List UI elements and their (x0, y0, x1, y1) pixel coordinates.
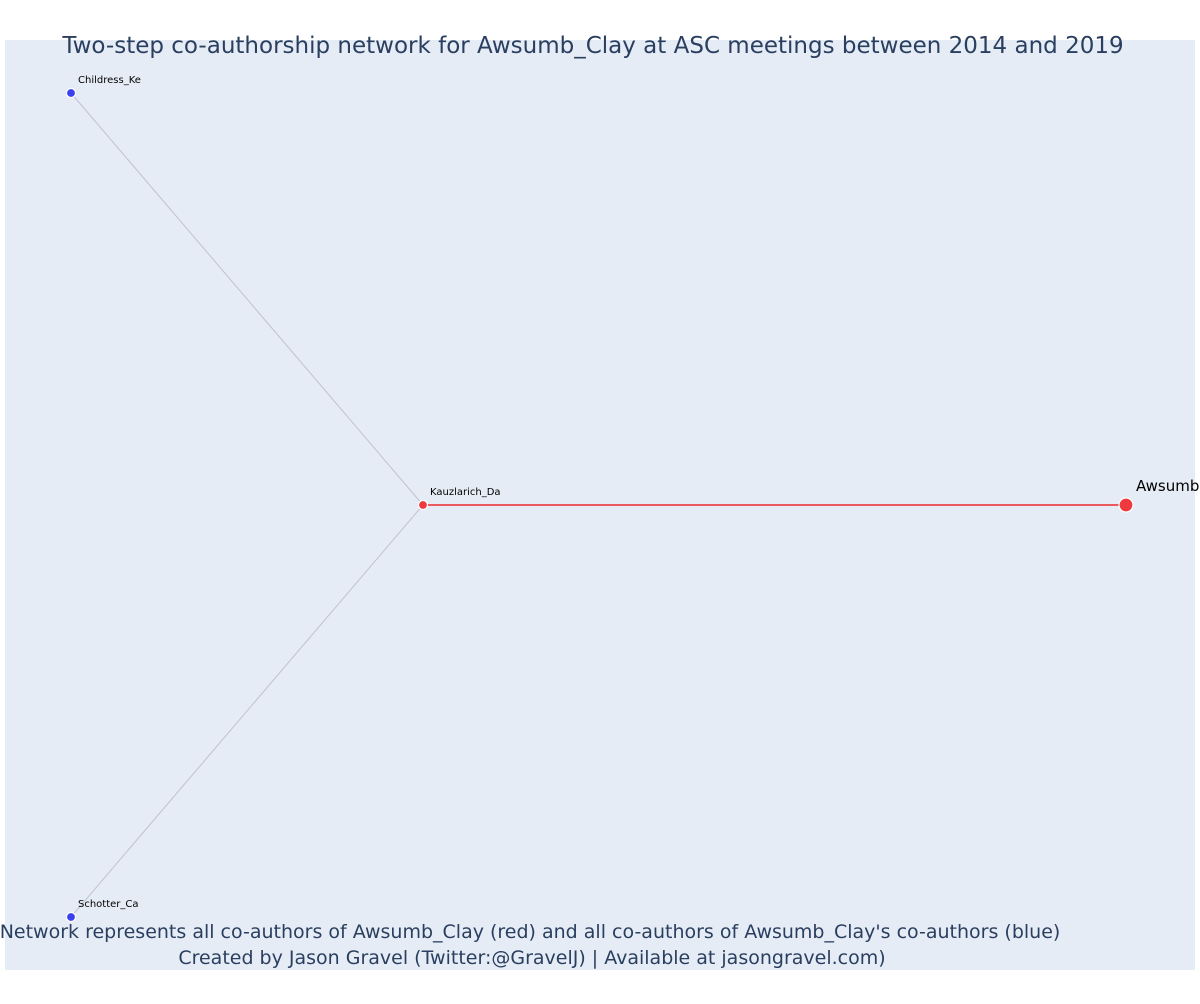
nodes-layer (65, 87, 1134, 923)
node-label-Childress_Ke: Childress_Ke (78, 75, 141, 86)
node-Childress_Ke[interactable] (65, 87, 77, 99)
node-Awsumb_Clay[interactable] (1118, 497, 1134, 513)
chart-title: Two-step co-authorship network for Awsum… (61, 33, 1123, 59)
node-label-Awsumb_Clay: Awsumb (1136, 477, 1199, 495)
node-label-Schotter_Ca: Schotter_Ca (78, 899, 139, 910)
node-Schotter_Ca[interactable] (65, 911, 77, 923)
caption-line-1: Network represents all co-authors of Aws… (0, 921, 1060, 943)
edges-layer (70, 92, 1126, 918)
node-Kauzlarich_Da[interactable] (417, 499, 429, 511)
labels-layer: Childress_Ke Kauzlarich_Da Schotter_Ca Awsu… (78, 75, 1199, 910)
edge-Kauzlarich_Da-Schotter_Ca (70, 504, 424, 918)
node-label-Kauzlarich_Da: Kauzlarich_Da (430, 487, 501, 498)
edge-Kauzlarich_Da-Childress_Ke (70, 92, 424, 506)
caption-line-2: Created by Jason Gravel (Twitter:@Gravel… (178, 947, 885, 969)
